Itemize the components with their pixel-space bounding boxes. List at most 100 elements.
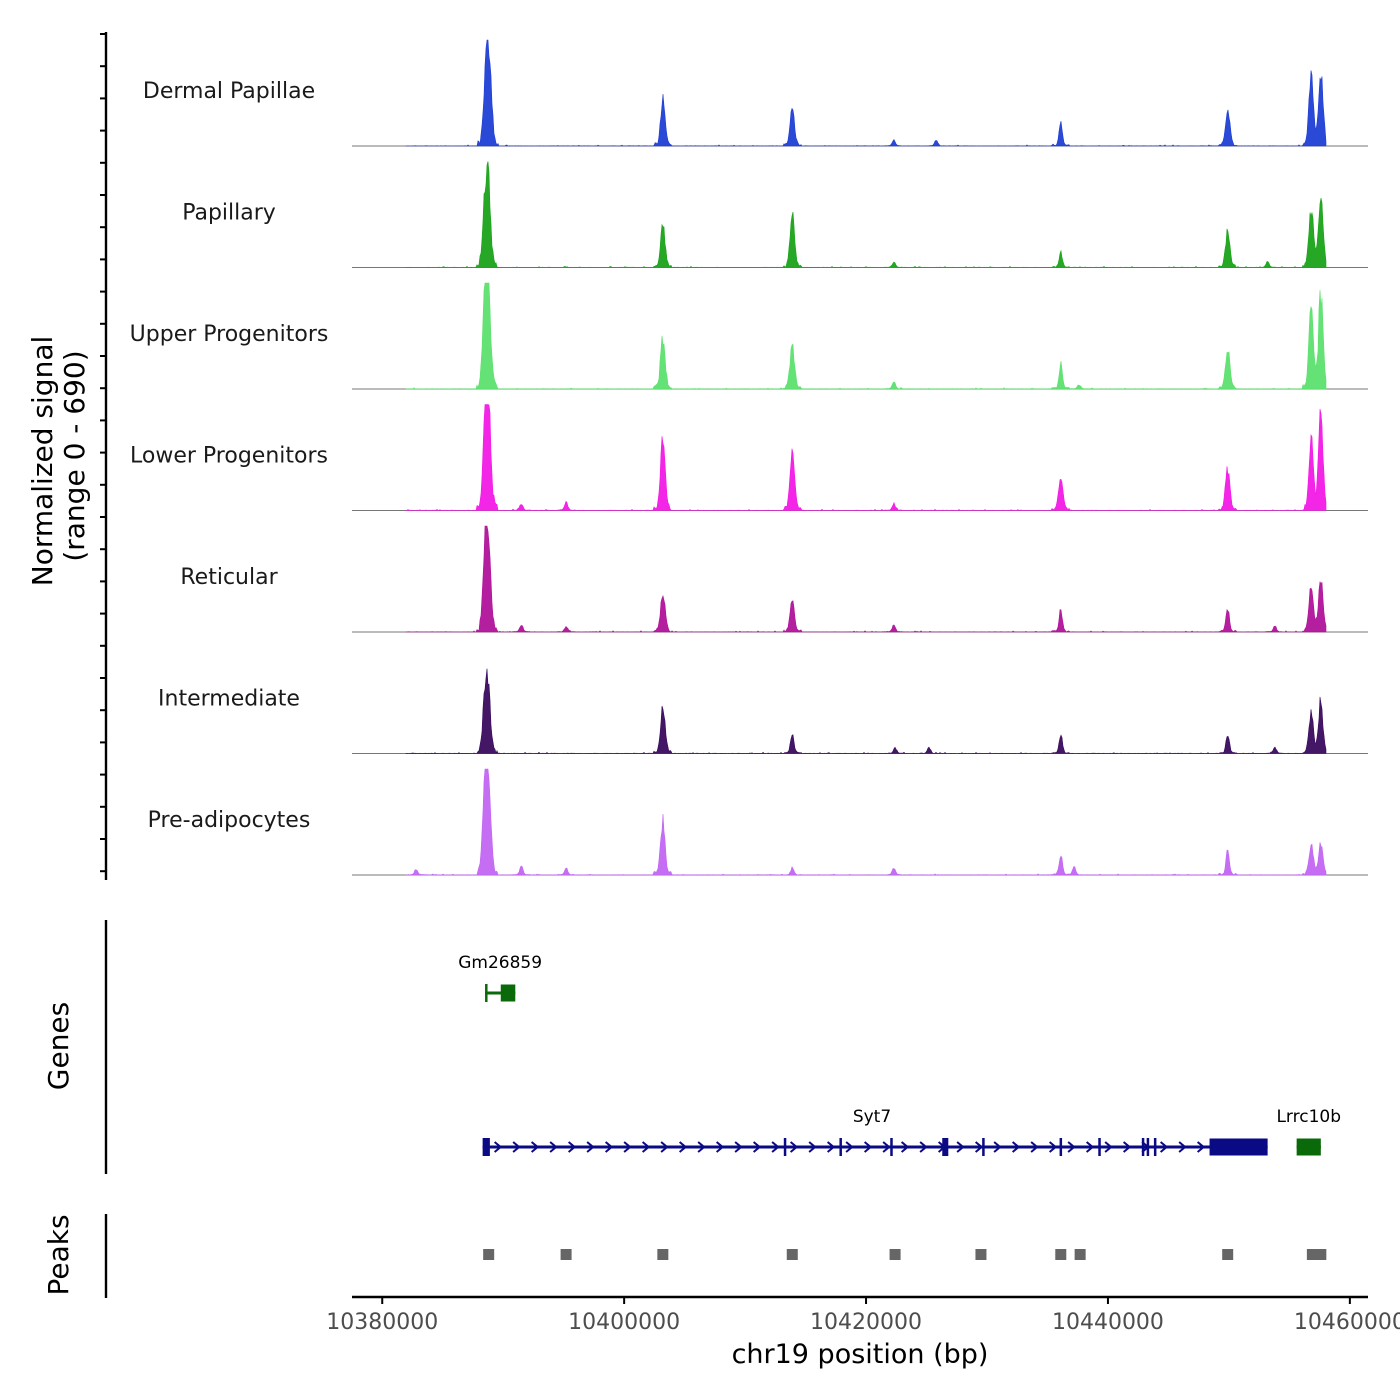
strand-arrow bbox=[549, 1141, 558, 1153]
gene-exon bbox=[839, 1138, 842, 1156]
gene-models: Gm26859 Syt7 Lrrc10b bbox=[458, 953, 1341, 1156]
peaks-ylabel: Peaks bbox=[42, 1214, 75, 1295]
gene-exon bbox=[1153, 1138, 1157, 1156]
gene-exon bbox=[482, 1138, 490, 1156]
peak-mark bbox=[1315, 1249, 1327, 1260]
peak-mark bbox=[1055, 1249, 1067, 1260]
strand-arrow bbox=[604, 1141, 614, 1153]
strand-arrow bbox=[1196, 1141, 1206, 1153]
peak-mark bbox=[560, 1249, 572, 1260]
strand-arrow bbox=[715, 1141, 725, 1153]
track-papillary: Papillary bbox=[182, 161, 1368, 268]
track-signal bbox=[405, 768, 1327, 876]
track-label: Dermal Papillae bbox=[143, 79, 315, 104]
gene-label: Syt7 bbox=[853, 1107, 891, 1127]
gene-exon bbox=[783, 1138, 787, 1156]
strand-arrow bbox=[1178, 1141, 1187, 1153]
strand-arrow bbox=[1085, 1141, 1095, 1153]
track-dermal-papillae: Dermal Papillae bbox=[143, 39, 1368, 147]
peak-mark bbox=[1074, 1249, 1086, 1260]
track-reticular: Reticular bbox=[180, 525, 1368, 633]
strand-arrow bbox=[678, 1141, 688, 1153]
track-signal bbox=[405, 668, 1327, 754]
gene-exon bbox=[1059, 1138, 1063, 1156]
strand-arrow bbox=[956, 1141, 965, 1153]
track-label: Intermediate bbox=[158, 687, 300, 712]
strand-arrow bbox=[530, 1141, 540, 1153]
signal-ylabel-line2: (range 0 - 690) bbox=[58, 350, 91, 561]
gene-exon bbox=[485, 984, 488, 1002]
strand-arrow bbox=[1159, 1141, 1169, 1153]
signal-ylabel-line1: Normalized signal bbox=[26, 336, 59, 587]
strand-arrow bbox=[567, 1141, 577, 1153]
strand-arrow bbox=[734, 1141, 743, 1153]
peak-mark bbox=[975, 1249, 987, 1260]
peak-mark bbox=[657, 1249, 669, 1260]
strand-arrow bbox=[771, 1141, 780, 1153]
track-lower-progenitors: Lower Progenitors bbox=[130, 404, 1368, 511]
track-label: Upper Progenitors bbox=[130, 322, 329, 347]
x-ticks: 10380000 10400000 10420000 10440000 10460000 bbox=[326, 1297, 1400, 1335]
x-tick-label: 10380000 bbox=[326, 1310, 438, 1335]
track-pre-adipocytes: Pre-adipocytes bbox=[148, 768, 1368, 876]
track-signal bbox=[405, 282, 1327, 390]
strand-arrow bbox=[1048, 1141, 1058, 1153]
x-axis: 10380000 10400000 10420000 10440000 10460000… bbox=[326, 1295, 1400, 1370]
strand-arrow bbox=[1011, 1141, 1021, 1153]
gene-syt7: Syt7 bbox=[482, 1107, 1268, 1156]
strand-arrow bbox=[882, 1141, 891, 1153]
strand-arrow bbox=[993, 1141, 1002, 1153]
track-signal bbox=[405, 39, 1327, 147]
strand-arrow bbox=[974, 1141, 984, 1153]
gene-exon bbox=[1098, 1138, 1101, 1156]
x-tick-label: 10460000 bbox=[1294, 1310, 1400, 1335]
strand-arrow bbox=[641, 1141, 651, 1153]
gene-label: Lrrc10b bbox=[1276, 1107, 1341, 1127]
track-upper-progenitors: Upper Progenitors bbox=[130, 282, 1368, 390]
strand-arrow bbox=[586, 1141, 595, 1153]
peak-mark bbox=[483, 1249, 495, 1260]
genes-panel: Genes Gm26859 Syt7 Lrrc10b bbox=[42, 920, 1341, 1174]
strand-arrow bbox=[493, 1141, 503, 1153]
gene-exon bbox=[500, 984, 516, 1002]
signal-tracks: Dermal Papillae Papillary Upper Progenitor… bbox=[130, 39, 1368, 876]
strand-arrow bbox=[1067, 1141, 1076, 1153]
x-tick-label: 10420000 bbox=[810, 1310, 922, 1335]
strand-arrow bbox=[660, 1141, 669, 1153]
track-label: Pre-adipocytes bbox=[148, 808, 311, 833]
gene-exon bbox=[1209, 1138, 1268, 1156]
track-intermediate: Intermediate bbox=[158, 668, 1368, 754]
track-label: Reticular bbox=[180, 565, 278, 590]
strand-arrow bbox=[919, 1141, 928, 1153]
track-signal bbox=[405, 161, 1327, 268]
gene-gm26859: Gm26859 bbox=[458, 953, 542, 1002]
gene-exon bbox=[890, 1138, 893, 1156]
gene-label: Gm26859 bbox=[458, 953, 542, 973]
strand-arrow bbox=[826, 1141, 836, 1153]
peak-mark bbox=[1306, 1249, 1318, 1260]
signal-y-ticks bbox=[100, 33, 106, 873]
strand-arrow bbox=[512, 1141, 521, 1153]
strand-arrow bbox=[1030, 1141, 1039, 1153]
gene-lrrc10b: Lrrc10b bbox=[1276, 1107, 1341, 1156]
x-tick-label: 10400000 bbox=[568, 1310, 680, 1335]
track-label: Lower Progenitors bbox=[130, 444, 328, 469]
gene-exon bbox=[1296, 1138, 1321, 1156]
strand-arrow bbox=[789, 1141, 799, 1153]
track-signal bbox=[405, 404, 1327, 511]
gene-exon bbox=[942, 1138, 949, 1156]
track-label: Papillary bbox=[182, 201, 276, 226]
signal-y-axis: Normalized signal (range 0 - 690) bbox=[26, 32, 108, 880]
strand-arrow bbox=[863, 1141, 873, 1153]
peak-mark bbox=[786, 1249, 798, 1260]
gene-exon bbox=[982, 1138, 985, 1156]
peak-marks bbox=[483, 1249, 1327, 1260]
x-tick-label: 10440000 bbox=[1052, 1310, 1164, 1335]
genes-ylabel: Genes bbox=[42, 1002, 75, 1090]
x-axis-label: chr19 position (bp) bbox=[732, 1339, 989, 1370]
strand-arrow bbox=[808, 1141, 817, 1153]
strand-arrow bbox=[1104, 1141, 1113, 1153]
strand-arrow bbox=[900, 1141, 910, 1153]
strand-arrow bbox=[845, 1141, 854, 1153]
